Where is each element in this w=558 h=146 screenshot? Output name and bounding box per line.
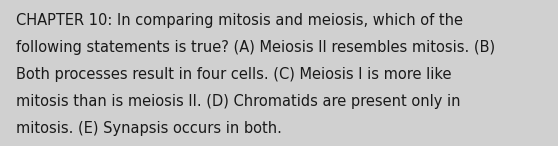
Text: mitosis. (E) Synapsis occurs in both.: mitosis. (E) Synapsis occurs in both. xyxy=(16,121,281,136)
Text: mitosis than is meiosis II. (D) Chromatids are present only in: mitosis than is meiosis II. (D) Chromati… xyxy=(16,94,460,109)
Text: Both processes result in four cells. (C) Meiosis I is more like: Both processes result in four cells. (C)… xyxy=(16,67,451,82)
Text: following statements is true? (A) Meiosis II resembles mitosis. (B): following statements is true? (A) Meiosi… xyxy=(16,40,495,55)
Text: CHAPTER 10: In comparing mitosis and meiosis, which of the: CHAPTER 10: In comparing mitosis and mei… xyxy=(16,13,463,28)
